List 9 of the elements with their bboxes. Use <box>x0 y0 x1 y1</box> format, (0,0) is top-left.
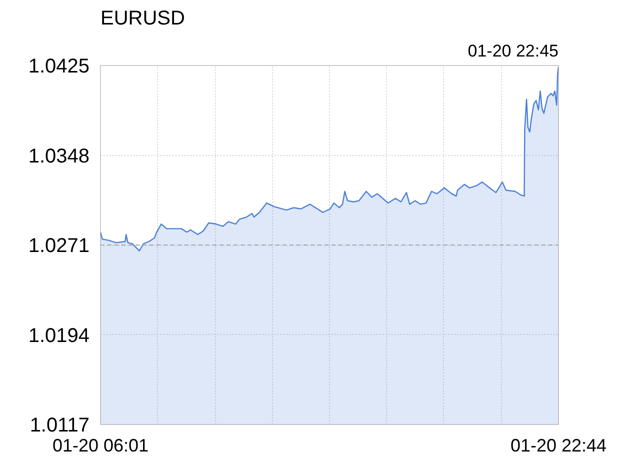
y-tick-label: 1.0425 <box>28 56 90 78</box>
x-tick-label: 01-20 06:01 <box>52 436 149 456</box>
y-tick-label: 1.0348 <box>28 145 90 168</box>
y-tick-label: 1.0194 <box>28 324 90 347</box>
x-tick-label: 01-20 22:44 <box>510 436 607 456</box>
text: 01-20 22:45 <box>468 42 559 60</box>
y-tick-label: 1.0117 <box>30 414 90 436</box>
y-tick-label: 1.0271 <box>28 235 90 257</box>
chart-title: EURUSD <box>100 8 185 30</box>
